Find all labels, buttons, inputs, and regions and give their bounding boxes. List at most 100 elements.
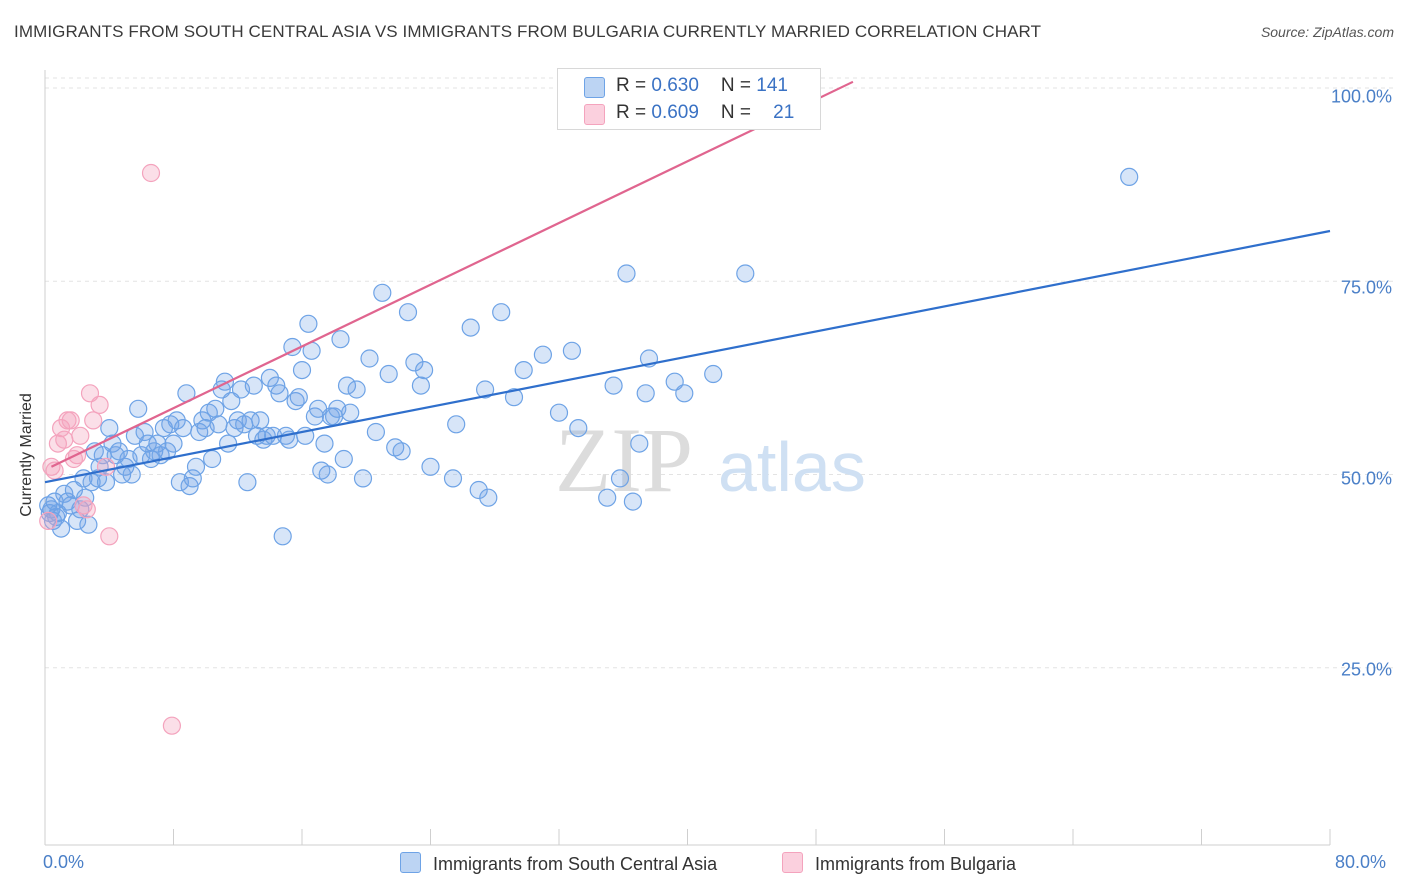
point-south-central-asia (334, 449, 353, 469)
point-south-central-asia (630, 434, 649, 453)
point-south-central-asia (183, 469, 202, 488)
point-south-central-asia (67, 511, 87, 531)
point-south-central-asia (244, 376, 263, 395)
n-label: N = (720, 75, 757, 96)
r-label: R = (616, 75, 652, 96)
point-south-central-asia (219, 434, 238, 453)
n-value: 141 (756, 75, 788, 96)
point-bulgaria (61, 411, 80, 430)
point-bulgaria (90, 395, 109, 414)
point-south-central-asia (122, 465, 141, 484)
n-label: N = (720, 102, 757, 123)
point-bulgaria (162, 716, 181, 735)
point-south-central-asia (222, 392, 241, 411)
point-south-central-asia (373, 283, 392, 302)
point-south-central-asia (318, 465, 337, 484)
trend-layer (44, 80, 1331, 484)
point-south-central-asia (129, 399, 148, 418)
point-south-central-asia (315, 434, 334, 453)
point-south-central-asia (415, 361, 434, 380)
point-south-central-asia (148, 434, 167, 453)
x-tick-label-max: 80.0% (1335, 852, 1387, 872)
point-bulgaria (141, 163, 161, 183)
series-label: Immigrants from Bulgaria (815, 854, 1017, 874)
point-south-central-asia (79, 515, 98, 534)
point-bulgaria (100, 527, 119, 546)
point-south-central-asia (96, 473, 116, 492)
r-value: 0.609 (651, 102, 699, 123)
point-bulgaria (84, 411, 103, 430)
point-south-central-asia (186, 457, 206, 476)
legend-text: R = 0.630 N = 141 (616, 75, 788, 97)
point-bulgaria (71, 426, 90, 445)
point-south-central-asia (675, 384, 694, 403)
point-south-central-asia (604, 376, 623, 395)
point-south-central-asia (617, 264, 636, 283)
point-south-central-asia (447, 415, 466, 434)
point-south-central-asia (636, 384, 655, 403)
point-south-central-asia (238, 473, 257, 492)
point-south-central-asia (411, 376, 430, 395)
r-label: R = (616, 102, 652, 123)
point-south-central-asia (476, 380, 495, 399)
point-south-central-asia (299, 314, 318, 333)
trendline-south-central-asia (44, 229, 1331, 484)
point-south-central-asia (562, 341, 582, 360)
point-south-central-asia (206, 399, 225, 418)
source-credit: Source: ZipAtlas.com (1260, 24, 1394, 40)
point-south-central-asia (421, 457, 440, 476)
point-south-central-asia (347, 380, 366, 399)
point-south-central-asia (360, 349, 379, 368)
point-south-central-asia (443, 469, 463, 488)
chart-title: IMMIGRANTS FROM SOUTH CENTRAL ASIA VS IM… (14, 22, 1042, 41)
series-legend-bulgaria: Immigrants from Bulgaria (782, 852, 1016, 875)
series-swatch-pink (782, 852, 803, 873)
point-south-central-asia (533, 345, 553, 364)
point-south-central-asia (569, 419, 588, 438)
point-south-central-asia (379, 364, 398, 384)
stats-legend: R = 0.630 N = 141 R = 0.609 N = 21 (557, 68, 821, 130)
point-bulgaria (55, 430, 74, 449)
point-south-central-asia (109, 442, 129, 461)
point-south-central-asia (398, 303, 418, 322)
point-south-central-asia (514, 361, 533, 380)
y-axis-label: Currently Married (18, 393, 35, 517)
point-south-central-asia (289, 388, 308, 407)
point-south-central-asia (203, 449, 222, 469)
trendline-bulgaria (50, 80, 854, 468)
y-tick-label-75: 75.0% (1340, 277, 1392, 298)
point-south-central-asia (549, 403, 569, 422)
x-tick-label-min: 0.0% (43, 852, 85, 872)
watermark: ZIP atlas (555, 409, 866, 511)
point-bulgaria (45, 461, 64, 480)
point-south-central-asia (610, 469, 630, 488)
point-south-central-asia (469, 480, 488, 500)
point-south-central-asia (461, 318, 480, 337)
point-south-central-asia (405, 353, 424, 372)
legend-swatch-pink (584, 104, 605, 125)
point-south-central-asia (292, 361, 312, 380)
series-legend-south-central-asia: Immigrants from South Central Asia (400, 852, 717, 875)
series-swatch-blue (400, 852, 421, 873)
point-south-central-asia (331, 330, 350, 349)
point-south-central-asia (164, 434, 183, 453)
legend-swatch-blue (584, 77, 605, 98)
point-south-central-asia (135, 422, 154, 442)
legend-text: R = 0.609 N = 21 (616, 102, 794, 124)
r-value: 0.630 (651, 75, 699, 96)
point-south-central-asia (273, 527, 292, 546)
point-south-central-asia (504, 388, 524, 407)
point-bulgaria (77, 500, 96, 519)
point-south-central-asia (251, 411, 270, 430)
point-south-central-asia (366, 422, 385, 442)
point-bulgaria (96, 457, 116, 476)
n-value: 21 (773, 102, 795, 123)
point-south-central-asia (341, 403, 360, 422)
point-south-central-asia (353, 469, 373, 488)
point-south-central-asia (1120, 167, 1139, 186)
y-tick-label-50: 50.0% (1340, 468, 1392, 489)
point-south-central-asia (241, 411, 260, 430)
point-south-central-asia (174, 419, 193, 438)
points-layer (39, 77, 1139, 735)
